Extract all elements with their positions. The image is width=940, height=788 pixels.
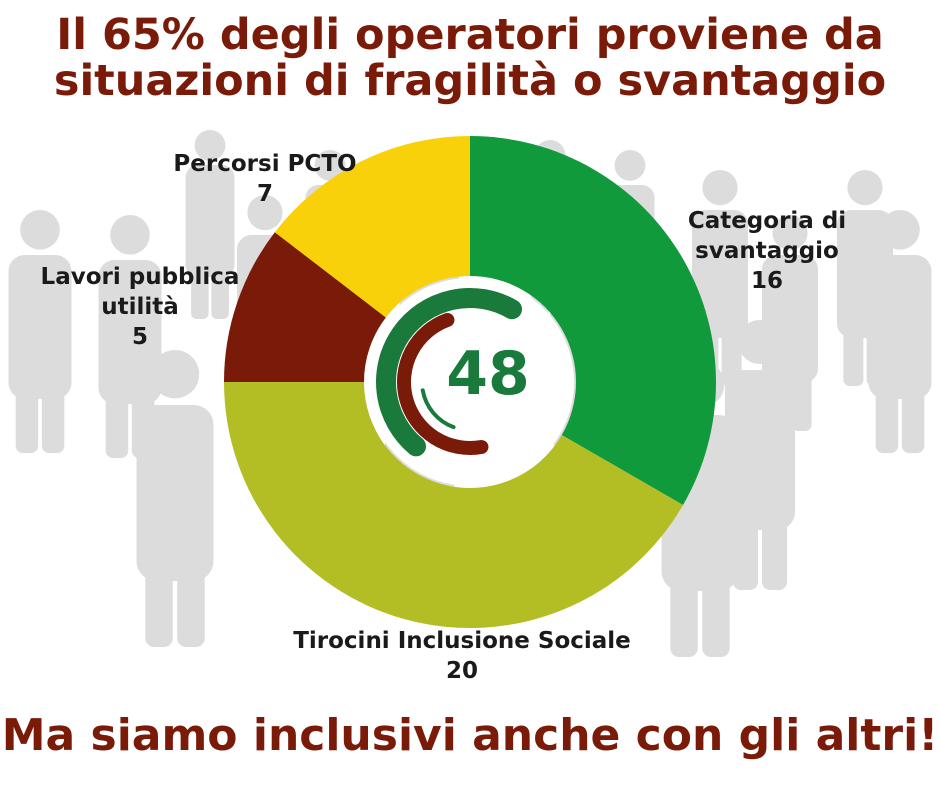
donut-slice-lavori-pubblica-utilit- <box>224 232 386 382</box>
logo-icon <box>366 278 574 486</box>
slice-label: Percorsi PCTO 7 <box>173 151 356 207</box>
center-total-label: 48 <box>446 339 530 409</box>
footer-slogan: Ma siamo inclusivi anche con gli altri! <box>1 710 939 761</box>
donut-slice-categoria-di-svantaggio <box>470 136 716 505</box>
donut-slice-tirocini-inclusione-sociale <box>224 382 684 628</box>
person-silhouette-icon <box>8 210 72 453</box>
donut-slice-percorsi-pcto <box>274 136 470 318</box>
person-silhouette-icon <box>136 350 214 647</box>
title-line-1: Il 65% degli operatori proviene da <box>56 10 884 60</box>
donut-slices <box>224 136 716 628</box>
slice-label: Lavori pubblica utilità 5 <box>41 264 240 350</box>
slice-label: Categoria di svantaggio 16 <box>688 208 846 294</box>
slice-label: Tirocini Inclusione Sociale 20 <box>293 628 631 684</box>
person-silhouette-icon <box>185 130 235 319</box>
title-line-2: situazioni di fragilità o svantaggio <box>53 56 887 106</box>
person-silhouette-icon <box>725 320 795 590</box>
slice-labels: Categoria di svantaggio 16 Tirocini Inclusi… <box>41 151 847 684</box>
person-silhouette-icon <box>868 210 932 453</box>
